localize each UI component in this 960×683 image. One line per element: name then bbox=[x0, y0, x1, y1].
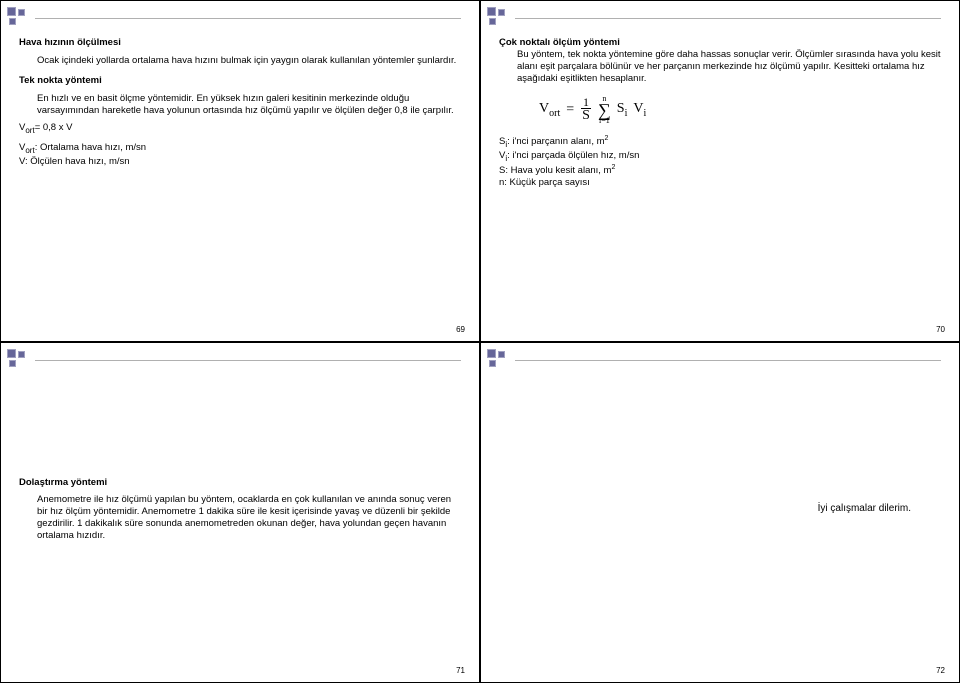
definition: Vi: i'nci parçada ölçülen hız, m/sn bbox=[499, 150, 941, 164]
page-number: 69 bbox=[456, 325, 465, 335]
corner-decoration bbox=[487, 7, 515, 29]
formula: Vort = 1 S n ∑ i=1 Si bbox=[539, 95, 941, 125]
definition: Vort: Ortalama hava hızı, m/sn bbox=[19, 142, 461, 156]
corner-decoration bbox=[7, 7, 35, 29]
paragraph: En hızlı ve en basit ölçme yöntemidir. E… bbox=[19, 93, 461, 117]
corner-line bbox=[515, 18, 941, 19]
corner-decoration bbox=[7, 349, 35, 371]
paragraph: Bu yöntem, tek nokta yöntemine göre daha… bbox=[499, 49, 941, 85]
slide-69-content: Hava hızının ölçülmesi Ocak içindeki yol… bbox=[19, 37, 461, 168]
term: Si bbox=[617, 100, 628, 120]
definition: S: Hava yolu kesit alanı, m2 bbox=[499, 164, 941, 177]
closing-text: İyi çalışmalar dilerim. bbox=[499, 503, 941, 516]
slide-71-content: Dolaştırma yöntemi Anemometre ile hız öl… bbox=[19, 357, 461, 663]
corner-decoration bbox=[487, 349, 515, 371]
slide-72: İyi çalışmalar dilerim. 72 bbox=[480, 342, 960, 683]
page-number: 71 bbox=[456, 666, 465, 676]
summation: n ∑ i=1 bbox=[598, 95, 611, 125]
paragraph: Anemometre ile hız ölçümü yapılan bu yön… bbox=[19, 494, 461, 542]
slide-70-content: Çok noktalı ölçüm yöntemi Bu yöntem, tek… bbox=[499, 37, 941, 189]
slide-72-content: İyi çalışmalar dilerim. bbox=[499, 357, 941, 663]
slide-grid: Hava hızının ölçülmesi Ocak içindeki yol… bbox=[0, 0, 960, 683]
formula-lhs: Vort bbox=[539, 100, 560, 120]
fraction: 1 S bbox=[580, 96, 592, 123]
definition: V: Ölçülen hava hızı, m/sn bbox=[19, 156, 461, 168]
paragraph: Ocak içindeki yollarda ortalama hava hız… bbox=[19, 55, 461, 67]
equals-sign: = bbox=[566, 101, 574, 119]
corner-line bbox=[35, 360, 461, 361]
heading: Hava hızının ölçülmesi bbox=[19, 37, 461, 49]
definition: n: Küçük parça sayısı bbox=[499, 177, 941, 189]
equation: Vort= 0,8 x V bbox=[19, 122, 461, 136]
slide-69: Hava hızının ölçülmesi Ocak içindeki yol… bbox=[0, 0, 480, 342]
page: Hava hızının ölçülmesi Ocak içindeki yol… bbox=[0, 0, 960, 683]
page-number: 70 bbox=[936, 325, 945, 335]
definition: Si: i'nci parçanın alanı, m2 bbox=[499, 135, 941, 150]
corner-line bbox=[35, 18, 461, 19]
heading: Çok noktalı ölçüm yöntemi bbox=[499, 37, 941, 49]
subheading: Tek nokta yöntemi bbox=[19, 75, 461, 87]
slide-71: Dolaştırma yöntemi Anemometre ile hız öl… bbox=[0, 342, 480, 683]
corner-line bbox=[515, 360, 941, 361]
term: Vi bbox=[633, 100, 646, 120]
slide-70: Çok noktalı ölçüm yöntemi Bu yöntem, tek… bbox=[480, 0, 960, 342]
heading: Dolaştırma yöntemi bbox=[19, 477, 461, 489]
page-number: 72 bbox=[936, 666, 945, 676]
